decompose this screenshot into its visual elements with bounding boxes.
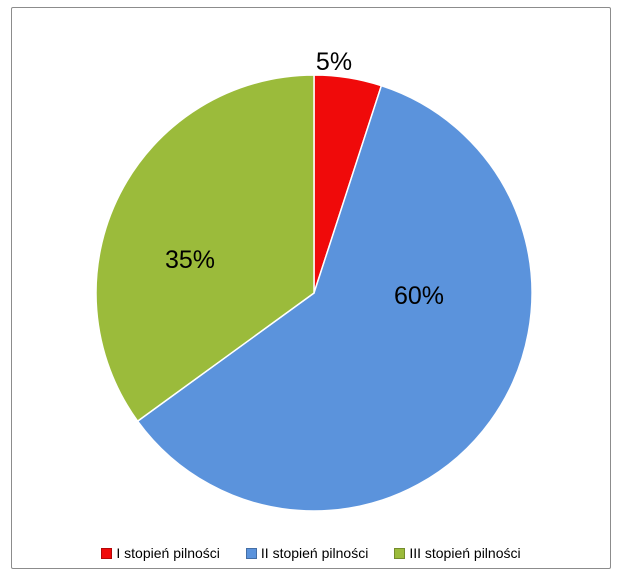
pie-slice-3 xyxy=(95,74,315,423)
legend-item-1: I stopień pilności xyxy=(101,545,220,561)
legend-label-3: III stopień pilności xyxy=(409,545,521,561)
legend-label-2: II stopień pilności xyxy=(260,545,369,561)
legend-item-3: III stopień pilności xyxy=(394,545,521,561)
legend-swatch-1 xyxy=(101,547,113,559)
pie-slices xyxy=(95,74,533,512)
pie-slice-2 xyxy=(136,84,533,512)
legend-swatch-2 xyxy=(245,547,257,559)
legend-label-1: I stopień pilności xyxy=(116,545,220,561)
legend: I stopień pilności II stopień pilności I… xyxy=(12,545,610,561)
pie-data-labels: 5% 60% 35% xyxy=(165,48,444,310)
legend-item-2: II stopień pilności xyxy=(245,545,369,561)
data-label-1: 5% xyxy=(316,48,352,76)
legend-swatch-3 xyxy=(394,547,406,559)
data-label-3: 35% xyxy=(165,246,215,274)
pie-chart: 5% 60% 35% xyxy=(95,48,533,512)
chart-frame: 5% 60% 35% I stopień pilności II stopień p… xyxy=(11,7,611,569)
data-label-2: 60% xyxy=(394,282,444,310)
